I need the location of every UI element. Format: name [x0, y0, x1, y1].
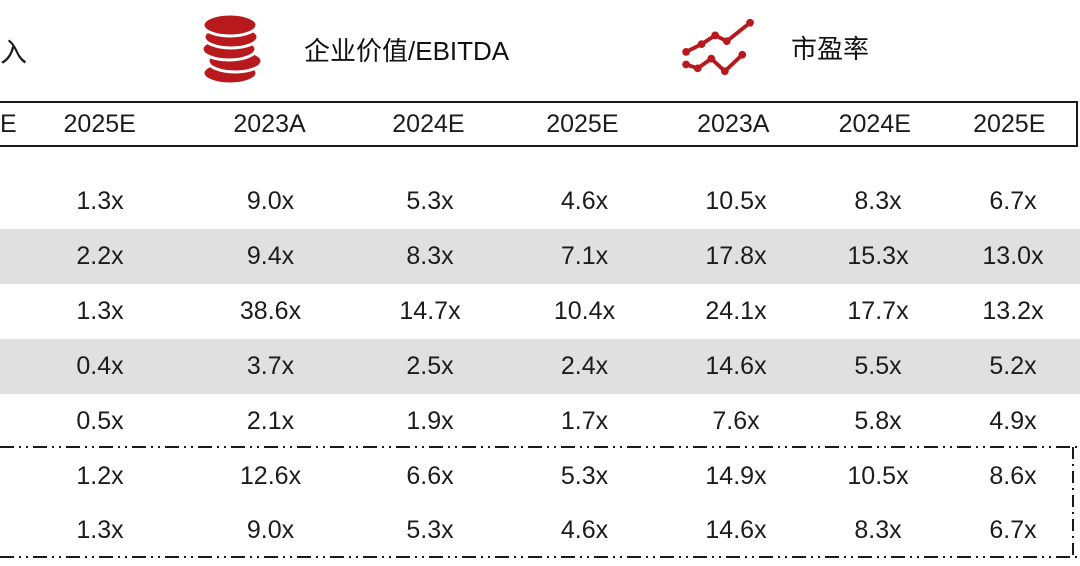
summary-cell: 5.3x [406, 515, 454, 544]
summary-cell: 14.9x [705, 461, 767, 490]
summary-section: 1.2x 12.6x 6.6x 5.3x 14.9x 10.5x 8.6x 1.3x 9.0x 5… [0, 449, 1080, 557]
table-row: 0.4x 3.7x 2.5x 2.4x 14.6x 5.5x 5.2x [0, 339, 1080, 394]
table-cell: 7.6x [712, 407, 760, 435]
dash-separator-bottom [0, 556, 1080, 558]
table-cell: 5.2x [989, 352, 1037, 380]
table-cell: 5.5x [854, 352, 902, 380]
legend-label-revenue-partial: 入 [0, 38, 27, 68]
table-cell: 17.7x [847, 297, 909, 325]
legend-item-ev-ebitda: 企业价值/EBITDA [200, 12, 509, 86]
table-cell: 38.6x [239, 297, 302, 325]
header-cell: 2024E [838, 109, 911, 138]
table-cell: 2.4x [560, 352, 609, 380]
summary-cell [0, 503, 12, 557]
table-cell: 6.7x [989, 187, 1037, 215]
table-cell: 2.5x [406, 352, 454, 380]
header-cell: 2024E [392, 109, 465, 138]
table-rows: 1.3x 9.0x 5.3x 4.6x 10.5x 8.3x 6.7x 2.2x 9.4x 8.3… [0, 174, 1080, 449]
table-cell: 10.5x [705, 187, 767, 215]
table-cell: 10.4x [553, 297, 616, 325]
table-cell [0, 284, 12, 339]
table-cell: 15.3x [847, 242, 909, 270]
table-cell: 1.7x [560, 407, 609, 435]
dash-separator-right [1072, 447, 1074, 557]
summary-cell: 5.3x [560, 461, 609, 490]
table-row: 1.3x 9.0x 5.3x 4.6x 10.5x 8.3x 6.7x [0, 174, 1080, 229]
table-cell: 17.8x [705, 242, 767, 270]
dash-separator-top [0, 446, 1080, 448]
table-row: 1.3x 38.6x 14.7x 10.4x 24.1x 17.7x 13.2x [0, 284, 1080, 339]
table-cell: 9.4x [246, 242, 295, 270]
table-row: 2.2x 9.4x 8.3x 7.1x 17.8x 15.3x 13.0x [0, 229, 1080, 284]
table-cell: 14.6x [705, 352, 767, 380]
summary-cell: 9.0x [246, 515, 295, 544]
header-cell: 2025E [546, 109, 619, 138]
summary-row: 1.3x 9.0x 5.3x 4.6x 14.6x 8.3x 6.7x [0, 503, 1080, 557]
table-header-row: E 2025E 2023A 2024E 2025E 2023A 2024E 2025E [0, 101, 1078, 147]
table-cell: 2.2x [76, 242, 124, 270]
table-cell: 24.1x [705, 297, 767, 325]
table-cell: 8.3x [854, 187, 902, 215]
table-cell: 2.1x [246, 407, 295, 435]
summary-cell [0, 449, 12, 503]
table-cell [0, 394, 12, 449]
header-cell: 2025E [973, 109, 1046, 138]
table-cell: 14.7x [399, 297, 461, 325]
table-row: 0.5x 2.1x 1.9x 1.7x 7.6x 5.8x 4.9x [0, 394, 1080, 449]
header-cell: 2023A [233, 109, 306, 138]
summary-cell: 1.3x [76, 515, 124, 544]
header-cell: 2023A [697, 109, 770, 138]
table-body: 1.3x 9.0x 5.3x 4.6x 10.5x 8.3x 6.7x 2.2x 9.4x 8.3… [0, 147, 1080, 449]
table-cell: 5.3x [406, 187, 454, 215]
legend-label-ev-ebitda: 企业价值/EBITDA [304, 35, 510, 66]
legend-label-pe-ratio: 市盈率 [791, 33, 870, 64]
table-cell: 7.1x [560, 242, 609, 270]
header-cell: 2025E [63, 109, 136, 138]
table-cell: 13.2x [982, 297, 1044, 325]
table-cell: 1.9x [406, 407, 454, 435]
table-cell: 3.7x [246, 352, 295, 380]
summary-cell: 1.2x [76, 461, 124, 490]
summary-cell: 6.6x [406, 461, 454, 490]
table-cell: 0.4x [76, 352, 124, 380]
table-cell: 8.3x [406, 242, 454, 270]
summary-cell: 10.5x [847, 461, 909, 490]
summary-cell: 4.6x [560, 515, 609, 544]
coin-stack-icon [200, 12, 266, 86]
table-cell: 1.3x [76, 187, 124, 215]
legend-item-pe-ratio: 市盈率 [681, 16, 869, 78]
header-cell: E [0, 109, 17, 138]
summary-cell: 14.6x [705, 515, 767, 544]
table-cell: 4.9x [989, 407, 1037, 435]
summary-cell: 6.7x [989, 515, 1037, 544]
table-cell: 9.0x [246, 187, 295, 215]
summary-cell: 12.6x [239, 461, 302, 490]
table-cell [0, 339, 12, 394]
summary-row: 1.2x 12.6x 6.6x 5.3x 14.9x 10.5x 8.6x [0, 449, 1080, 503]
table-cell: 13.0x [982, 242, 1044, 270]
summary-cell: 8.6x [989, 461, 1037, 490]
table-cell: 4.6x [560, 187, 609, 215]
header-gap [0, 147, 1080, 174]
summary-cell: 8.3x [854, 515, 902, 544]
table-cell: 0.5x [76, 407, 124, 435]
line-chart-icon [681, 16, 759, 78]
table-cell [0, 174, 12, 229]
table-cell [0, 229, 12, 284]
table-cell: 5.8x [854, 407, 902, 435]
table-cell: 1.3x [76, 297, 124, 325]
